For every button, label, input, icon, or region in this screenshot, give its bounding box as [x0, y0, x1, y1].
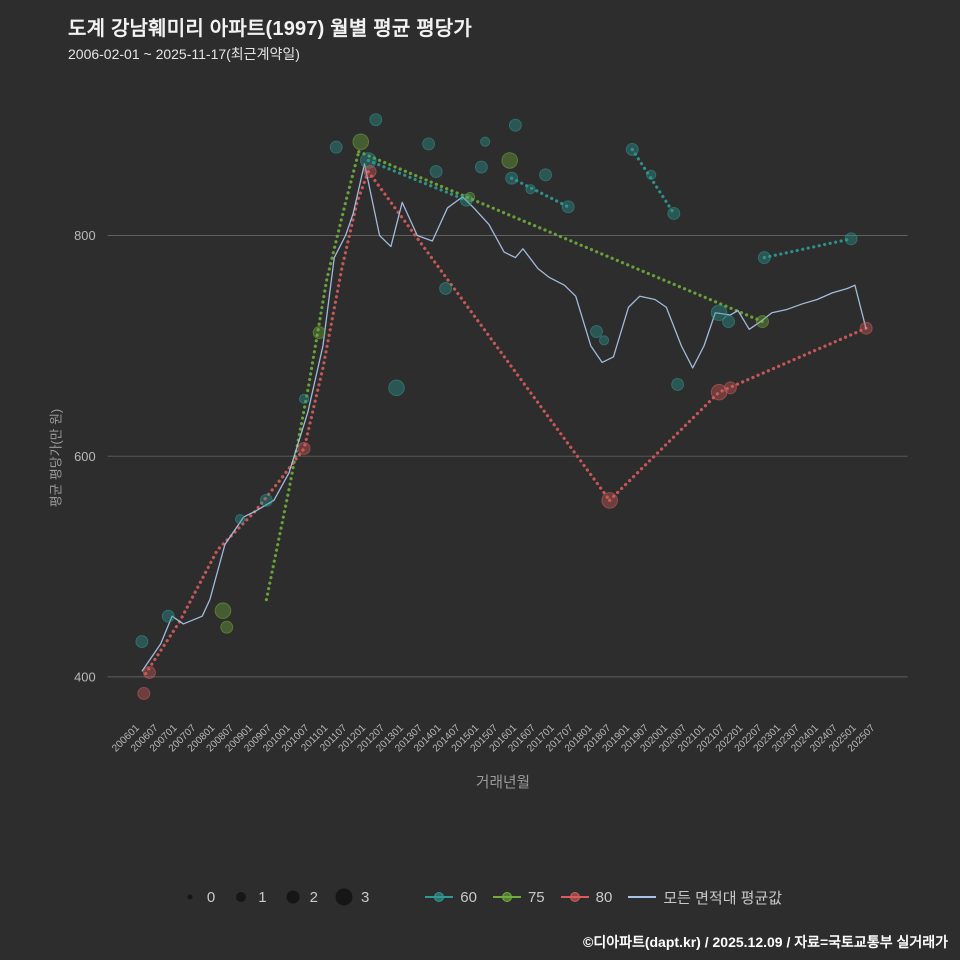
- scatter-point-60: [474, 160, 488, 174]
- series-marker-icon: [560, 892, 589, 902]
- scatter-point-60: [539, 168, 552, 182]
- legend-series-60[interactable]: 60: [423, 889, 477, 906]
- y-tick-label: 800: [74, 228, 95, 243]
- scatter-point-60: [598, 335, 610, 346]
- trend-line-75: [264, 150, 361, 602]
- size-bubble-icon: [335, 888, 353, 906]
- attribution: ©디아파트(dapt.kr) / 2025.12.09 / 자료=국토교통부 실…: [583, 934, 948, 950]
- scatter-point-80: [142, 666, 156, 679]
- scatter-point-80: [297, 442, 311, 455]
- trend-line-60: [762, 237, 853, 260]
- scatter-point-60: [234, 514, 246, 525]
- scatter-point-60: [439, 282, 453, 295]
- average-line: [141, 163, 867, 672]
- scatter-point-60: [135, 635, 149, 649]
- chart-legend: 0 1 2 3 60 75 80 모든 면적대 평균값: [0, 886, 960, 908]
- scatter-point-60: [299, 393, 310, 404]
- scatter-point-60: [480, 136, 491, 147]
- scatter-point-80: [363, 165, 377, 178]
- scatter-point-60: [844, 232, 858, 246]
- y-tick-label: 400: [74, 669, 95, 684]
- legend-series-75[interactable]: 75: [491, 889, 545, 906]
- scatter-point-60: [561, 200, 575, 214]
- scatter-point-60: [161, 609, 175, 623]
- scatter-point-60: [359, 152, 377, 169]
- legend-size-1[interactable]: 1: [229, 886, 267, 908]
- size-bubble-icon: [187, 894, 193, 900]
- trend-line-75: [357, 150, 765, 324]
- trend-line-80: [366, 169, 612, 502]
- scatter-point-60: [590, 325, 603, 338]
- scatter-point-80: [137, 687, 151, 700]
- legend-series-모든 면적대 평균값[interactable]: 모든 면적대 평균값: [626, 887, 782, 908]
- trend-line-60: [510, 176, 570, 209]
- scatter-point-60: [525, 184, 536, 195]
- scatter-point-75: [756, 315, 769, 329]
- size-bubble-icon: [286, 890, 300, 904]
- scatter-point-60: [505, 171, 519, 185]
- scatter-point-60: [329, 140, 343, 154]
- scatter-point-60: [429, 165, 443, 178]
- series-marker-icon: [492, 892, 521, 902]
- scatter-point-80: [859, 321, 873, 335]
- page-title: 도계 강남훼미리 아파트(1997) 월별 평균 평당가: [68, 18, 472, 40]
- scatter-point-80: [723, 381, 737, 395]
- scatter-point-60: [757, 251, 771, 265]
- page-subtitle: 2006-02-01 ~ 2025-11-17(최근계약일): [68, 46, 300, 62]
- legend-size-2[interactable]: 2: [281, 886, 318, 908]
- legend-series-80[interactable]: 80: [559, 889, 612, 906]
- grid-layer: 400 600 800: [74, 228, 908, 684]
- scatter-point-75: [501, 152, 518, 169]
- series-layer: [135, 113, 873, 700]
- x-axis-title: 거래년월: [476, 774, 530, 791]
- scatter-point-75: [312, 326, 326, 340]
- trend-line-80: [608, 326, 868, 502]
- size-bubble-icon: [236, 892, 247, 902]
- scatter-point-75: [220, 620, 234, 634]
- y-tick-label: 600: [74, 449, 95, 464]
- chart-plot: 평균 평당가(만 원) 400 600 800 200601200607200701…: [49, 113, 908, 791]
- y-axis-title: 평균 평당가(만 원): [49, 409, 64, 508]
- scatter-point-60: [671, 378, 685, 391]
- series-marker-icon: [628, 896, 657, 898]
- scatter-point-80: [601, 492, 618, 509]
- scatter-point-75: [465, 191, 476, 202]
- scatter-point-60: [388, 379, 405, 397]
- scatter-point-60: [646, 169, 657, 180]
- scatter-point-60: [710, 304, 728, 322]
- scatter-point-60: [369, 113, 383, 127]
- series-marker-icon: [425, 892, 454, 902]
- scatter-point-60: [259, 493, 273, 507]
- trend-line-60: [630, 147, 676, 216]
- scatter-point-75: [352, 133, 370, 150]
- scatter-point-60: [422, 137, 436, 151]
- legend-size-0[interactable]: 0: [178, 886, 215, 908]
- scatter-point-60: [508, 118, 522, 132]
- legend-size-3[interactable]: 3: [332, 886, 369, 908]
- scatter-point-60: [722, 315, 735, 329]
- scatter-point-75: [214, 602, 232, 619]
- trend-line-80: [144, 169, 370, 676]
- x-tick-layer: 2006012006072007012007072008012008072009…: [110, 722, 878, 754]
- scatter-point-60: [625, 143, 639, 156]
- scatter-point-60: [667, 207, 681, 220]
- trend-line-60: [366, 158, 468, 202]
